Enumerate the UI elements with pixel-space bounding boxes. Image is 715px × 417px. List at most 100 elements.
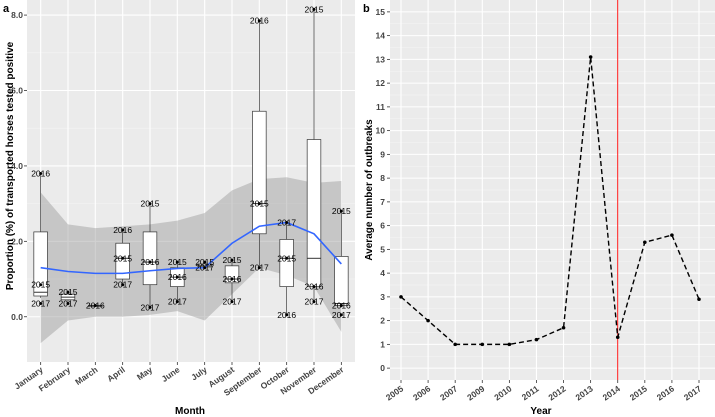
point-year-label: 2016: [113, 225, 132, 235]
data-point: [230, 258, 234, 262]
y-tick-label: 6: [380, 221, 385, 231]
data-point: [203, 260, 207, 264]
box-iqr: [115, 242, 130, 280]
x-tick-label-2015: 2015: [628, 383, 649, 402]
data-point: [285, 256, 289, 260]
point-year-label: 2015: [332, 206, 351, 216]
data-point: [203, 266, 207, 270]
panel-a-y-ticks: 0.0 2.0 4.0 6.0 8.0: [11, 10, 27, 322]
point-year-label: 2015: [113, 253, 132, 263]
x-tick-label-2016: 2016: [655, 383, 676, 402]
y-tick-label: 4: [380, 268, 385, 278]
y-tick-label: 0.0: [11, 312, 23, 322]
data-point: [257, 202, 261, 206]
point-year-label: 2017: [141, 302, 160, 312]
y-tick-label: 0: [380, 363, 385, 373]
data-point: [121, 283, 125, 287]
x-tick-label-2014: 2014: [601, 383, 622, 402]
point-year-label: 2015: [168, 257, 187, 267]
data-point: [148, 202, 152, 206]
y-tick-label: 12: [376, 78, 386, 88]
data-point: [312, 7, 316, 11]
point-year-label: 2015: [250, 199, 269, 209]
x-tick-label-june: June: [159, 364, 181, 384]
boxplot-february: [60, 292, 76, 302]
data-point: [66, 302, 70, 306]
point-year-label: 2015: [59, 287, 78, 297]
point-year-label: 2016: [86, 300, 105, 310]
boxplot-january: [33, 173, 48, 298]
data-point: [230, 300, 234, 304]
y-tick-label: 14: [376, 31, 386, 41]
box-iqr: [306, 139, 322, 287]
data-point: [339, 313, 343, 317]
point-year-label: 2017: [195, 263, 214, 273]
point-year-label: 2016: [223, 274, 242, 284]
x-tick-label-2005: 2005: [384, 383, 405, 402]
y-tick-label: 15: [376, 7, 386, 17]
point-year-label: 2015: [305, 4, 324, 14]
data-point: [257, 266, 261, 270]
data-point-2013: [588, 55, 593, 59]
data-point: [285, 220, 289, 224]
panel-b-x-ticks: 2005 2006 2007 2009 2010 2011 2012 2013 2014 2015…: [384, 380, 703, 402]
panel-b-y-axis-title: Average number of outbreaks: [364, 119, 375, 261]
x-tick-label-2013: 2013: [574, 383, 595, 402]
box-iqr: [279, 239, 294, 287]
point-year-label: 2016: [168, 272, 187, 282]
x-tick-label-2010: 2010: [492, 383, 513, 402]
box-iqr: [252, 110, 267, 235]
data-point: [39, 283, 43, 287]
data-point: [175, 300, 179, 304]
data-point-2009: [480, 342, 485, 347]
data-point-2016: [670, 233, 674, 237]
data-point-2015: [643, 240, 647, 245]
data-point: [257, 19, 261, 23]
boxplot-october: [279, 222, 294, 315]
data-point: [230, 277, 234, 281]
data-point: [66, 290, 70, 294]
data-point: [339, 209, 343, 213]
data-point-2011: [534, 337, 539, 342]
y-tick-label: 2.0: [11, 236, 23, 246]
data-point: [121, 256, 125, 260]
data-point: [175, 260, 179, 264]
y-tick-label: 4.0: [11, 161, 23, 171]
panel-b-points: [399, 55, 701, 347]
data-point: [285, 313, 289, 317]
data-point: [312, 285, 316, 289]
trend-line-path: [40, 221, 342, 275]
data-point: [39, 171, 43, 175]
point-year-label: 2016: [277, 310, 296, 320]
y-tick-label: 7: [380, 197, 385, 207]
panel-a-y-axis-title: Proportion (%) of transported horses tes…: [5, 41, 16, 290]
data-point: [339, 303, 343, 307]
data-point: [148, 260, 152, 264]
data-point-2005: [399, 295, 403, 299]
point-year-label: 2017: [277, 217, 296, 227]
data-point: [39, 302, 43, 306]
point-year-label: 2016: [305, 282, 324, 292]
panel-a-trend-line: [40, 221, 342, 275]
x-tick-label-april: April: [105, 364, 127, 383]
panel-a-boxplots: [33, 9, 349, 315]
panel-b-letter: b: [363, 3, 370, 15]
data-point-2007: [453, 342, 457, 347]
x-tick-label-2009: 2009: [465, 383, 486, 402]
point-year-label: 2017: [250, 263, 269, 273]
data-point-2012: [561, 325, 566, 330]
x-tick-label-july: July: [189, 364, 209, 382]
x-tick-label-2017: 2017: [682, 383, 703, 402]
data-point-2010: [507, 342, 512, 347]
point-year-label: 2017: [59, 299, 78, 309]
panel-a-letter: a: [3, 3, 10, 15]
x-tick-label-may: May: [135, 364, 155, 382]
data-point: [93, 303, 97, 307]
data-point: [175, 275, 179, 279]
point-year-label: 2015: [195, 257, 214, 267]
x-tick-label-2011: 2011: [520, 383, 541, 402]
